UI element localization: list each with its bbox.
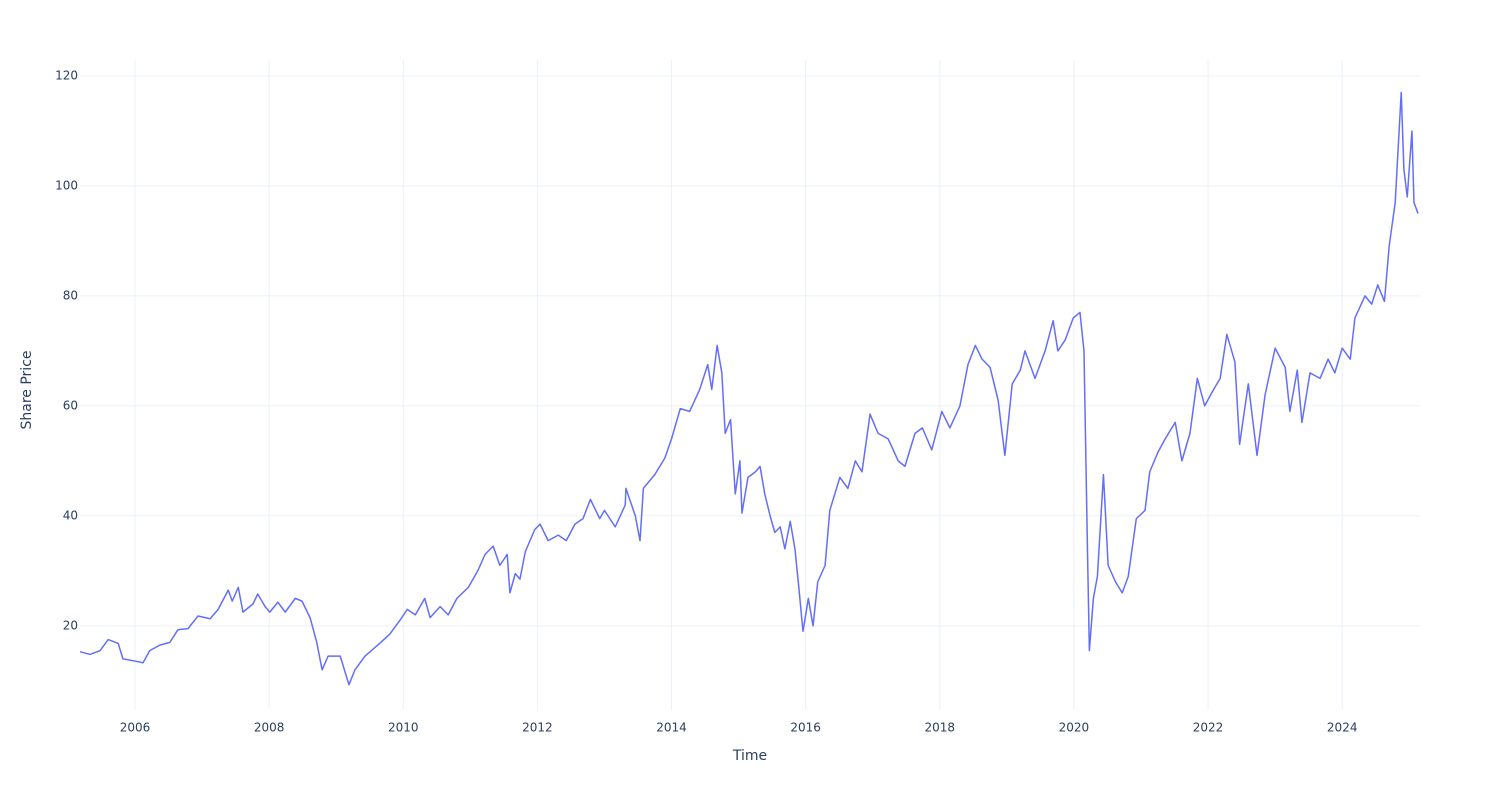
x-tick-label: 2020 <box>1059 721 1090 735</box>
x-tick-label: 2014 <box>656 721 687 735</box>
x-tick-label: 2016 <box>790 721 821 735</box>
x-tick-label: 2018 <box>925 721 956 735</box>
y-axis-title: Share Price <box>19 350 35 429</box>
y-tick-label: 80 <box>63 288 78 302</box>
y-tick-label: 20 <box>63 618 78 632</box>
x-tick-label: 2012 <box>522 721 553 735</box>
x-tick-label: 2010 <box>388 721 419 735</box>
x-tick-label: 2024 <box>1327 721 1358 735</box>
x-tick-label: 2022 <box>1193 721 1224 735</box>
x-axis-title: Time <box>732 748 767 764</box>
price-line <box>79 91 1419 686</box>
x-tick-label: 2008 <box>254 721 285 735</box>
y-tick-label: 100 <box>55 178 78 192</box>
y-tick-label: 60 <box>63 398 78 412</box>
x-tick-label: 2006 <box>120 721 151 735</box>
y-tick-label: 40 <box>63 508 78 522</box>
y-tick-label: 120 <box>55 68 78 82</box>
